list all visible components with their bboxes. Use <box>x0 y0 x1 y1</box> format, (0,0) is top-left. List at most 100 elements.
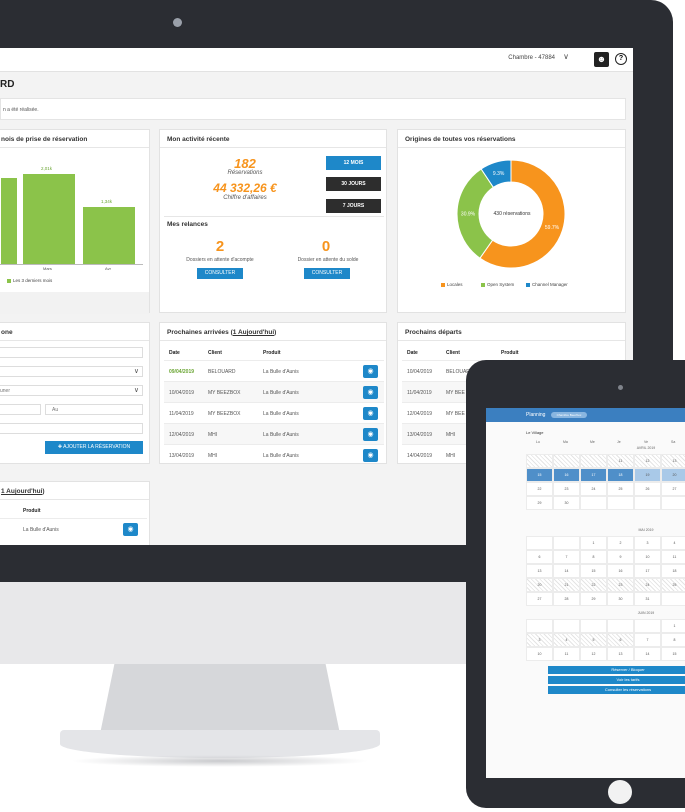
calendar-day[interactable]: 4 <box>553 633 580 647</box>
calendar-day[interactable] <box>661 592 685 606</box>
calendar-day[interactable] <box>526 536 553 550</box>
home-button[interactable] <box>608 780 632 804</box>
calendar-day[interactable]: 11 <box>553 647 580 661</box>
calendar-day[interactable] <box>553 454 580 468</box>
calendar-day[interactable] <box>553 619 580 633</box>
calendar-day[interactable]: 23 <box>553 482 580 496</box>
calendar-day[interactable]: 14 <box>634 647 661 661</box>
calendar-day[interactable]: 28 <box>553 592 580 606</box>
calendar-day[interactable]: 15 <box>661 647 685 661</box>
calendar-day[interactable]: 16 <box>607 564 634 578</box>
client-field[interactable] <box>0 347 143 358</box>
view-icon[interactable]: ◉ <box>363 365 378 378</box>
calendar-day[interactable]: 20 <box>526 578 553 592</box>
calendar-day[interactable] <box>634 619 661 633</box>
calendar-day[interactable]: 12 <box>634 454 661 468</box>
room-selector[interactable]: Chambre - 47884 <box>508 55 555 61</box>
consult-balance-button[interactable]: CONSULTER <box>304 268 350 279</box>
calendar-day[interactable]: 24 <box>634 578 661 592</box>
calendar-day[interactable]: 18 <box>607 468 634 482</box>
view-icon[interactable]: ◉ <box>123 523 138 536</box>
view-icon[interactable]: ◉ <box>363 449 378 462</box>
book-block-button[interactable]: Réserver / Bloquer <box>548 666 685 674</box>
view-icon[interactable]: ◉ <box>363 386 378 399</box>
notes-field[interactable] <box>0 423 143 434</box>
calendar-day[interactable]: 23 <box>607 578 634 592</box>
calendar-day[interactable]: 22 <box>526 482 553 496</box>
calendar-day[interactable]: 17 <box>580 468 607 482</box>
calendar-day[interactable]: 1 <box>580 536 607 550</box>
user-icon[interactable]: ☻ <box>594 52 609 67</box>
calendar-day[interactable] <box>634 496 661 510</box>
calendar-day[interactable] <box>553 536 580 550</box>
calendar-day[interactable]: 16 <box>553 468 580 482</box>
calendar-day[interactable]: 27 <box>526 592 553 606</box>
calendar-day[interactable]: 10 <box>526 647 553 661</box>
calendar-day[interactable]: 14 <box>553 564 580 578</box>
consult-deposit-button[interactable]: CONSULTER <box>197 268 243 279</box>
calendar-day[interactable] <box>580 619 607 633</box>
calendar-day[interactable]: 10 <box>634 550 661 564</box>
calendar-day[interactable]: 29 <box>580 592 607 606</box>
calendar-day[interactable]: 8 <box>580 550 607 564</box>
calendar-day[interactable]: 24 <box>580 482 607 496</box>
add-reservation-button[interactable]: ✚ AJOUTER LA RÉSERVATION <box>45 441 143 454</box>
calendar-day[interactable]: 6 <box>526 550 553 564</box>
calendar-day[interactable]: 3 <box>526 633 553 647</box>
calendar-day[interactable]: 1 <box>661 619 685 633</box>
calendar-day[interactable] <box>526 454 553 468</box>
calendar-day[interactable] <box>661 496 685 510</box>
calendar-day[interactable]: 30 <box>553 496 580 510</box>
calendar-day[interactable]: 27 <box>661 482 685 496</box>
calendar-day[interactable]: 12 <box>580 647 607 661</box>
help-icon[interactable]: ? <box>615 53 627 65</box>
room-tag[interactable]: Chambre Beezbox <box>551 412 587 418</box>
calendar-day[interactable]: 29 <box>526 496 553 510</box>
view-rates-button[interactable]: Voir les tarifs <box>548 676 685 684</box>
calendar-day[interactable]: 7 <box>553 550 580 564</box>
calendar-day[interactable]: 11 <box>661 550 685 564</box>
calendar-day[interactable]: 30 <box>607 592 634 606</box>
calendar-day[interactable]: 4 <box>661 536 685 550</box>
date-from-field[interactable] <box>0 404 41 415</box>
calendar-day[interactable]: 3 <box>634 536 661 550</box>
calendar-day[interactable] <box>580 496 607 510</box>
calendar-day[interactable]: 25 <box>661 578 685 592</box>
calendar-day[interactable]: 20 <box>661 468 685 482</box>
date-to-field[interactable]: Au <box>45 404 143 415</box>
calendar-day[interactable]: 17 <box>634 564 661 578</box>
product-select[interactable]: ∨ <box>0 366 143 377</box>
calendar-day[interactable]: 6 <box>607 633 634 647</box>
calendar-day[interactable]: 7 <box>634 633 661 647</box>
calendar-day[interactable]: 11 <box>607 454 634 468</box>
calendar-day[interactable] <box>607 496 634 510</box>
calendar-day[interactable]: 13 <box>607 647 634 661</box>
view-icon[interactable]: ◉ <box>363 407 378 420</box>
calendar-day[interactable]: 22 <box>580 578 607 592</box>
calendar-day[interactable]: 15 <box>580 564 607 578</box>
calendar-day[interactable]: 31 <box>634 592 661 606</box>
period-12-months-button[interactable]: 12 MOIS <box>326 156 381 170</box>
calendar-day[interactable] <box>580 454 607 468</box>
calendar-day[interactable]: 5 <box>580 633 607 647</box>
calendar-day[interactable]: 8 <box>661 633 685 647</box>
option-select[interactable]: uner ∨ <box>0 385 143 396</box>
calendar-day[interactable]: 26 <box>634 482 661 496</box>
calendar-day[interactable]: 15 <box>526 468 553 482</box>
calendar-day[interactable] <box>526 619 553 633</box>
calendar-day[interactable]: 2 <box>607 536 634 550</box>
today-link[interactable]: 1 Aujourd'hui <box>1 488 43 495</box>
period-30-days-button[interactable]: 30 JOURS <box>326 177 381 191</box>
calendar-day[interactable]: 18 <box>661 564 685 578</box>
calendar-day[interactable]: 25 <box>607 482 634 496</box>
period-7-days-button[interactable]: 7 JOURS <box>326 199 381 213</box>
calendar-day[interactable]: 19 <box>634 468 661 482</box>
calendar-day[interactable] <box>607 619 634 633</box>
calendar-day[interactable]: 13 <box>661 454 685 468</box>
calendar-day[interactable]: 9 <box>607 550 634 564</box>
today-link[interactable]: 1 Aujourd'hui <box>232 329 275 336</box>
view-reservations-button[interactable]: Consulter les réservations <box>548 686 685 694</box>
calendar-day[interactable]: 13 <box>526 564 553 578</box>
chevron-down-icon[interactable]: ∨ <box>563 52 569 61</box>
view-icon[interactable]: ◉ <box>363 428 378 441</box>
